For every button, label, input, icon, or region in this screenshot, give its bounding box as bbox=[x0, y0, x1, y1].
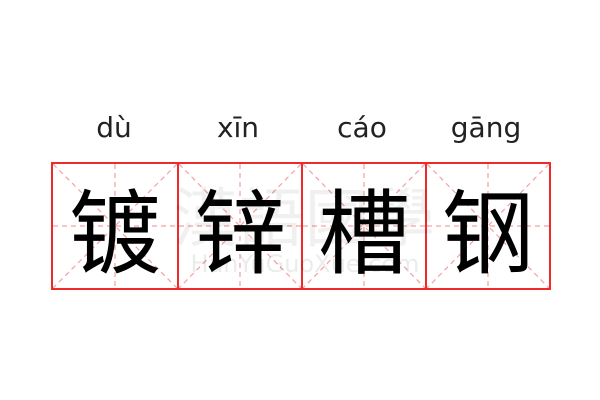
watermark-chinese: 漢語國學 bbox=[173, 183, 437, 257]
character-cell: 槽 bbox=[301, 164, 425, 288]
guide-line bbox=[179, 164, 301, 288]
pinyin-3: cáo bbox=[337, 111, 387, 144]
character-1: 镀 bbox=[68, 180, 161, 288]
guide-line bbox=[427, 164, 549, 288]
guide-line bbox=[427, 164, 549, 288]
guide-line bbox=[179, 164, 301, 288]
pinyin-4: gāng bbox=[450, 111, 522, 144]
character-cell: 镀 bbox=[53, 164, 177, 288]
pinyin-2: xīn bbox=[216, 111, 260, 144]
guide-lines bbox=[427, 164, 549, 288]
character-3: 槽 bbox=[317, 180, 410, 288]
guide-lines bbox=[303, 164, 425, 288]
character-grid: 镀 锌 槽 钢 bbox=[51, 162, 551, 290]
guide-lines bbox=[179, 164, 301, 288]
watermark-latin: HanYuGuoXue.com bbox=[190, 250, 420, 278]
guide-line bbox=[303, 164, 425, 288]
guide-lines bbox=[53, 164, 177, 288]
character-2: 锌 bbox=[193, 180, 286, 288]
guide-line bbox=[53, 164, 177, 288]
pinyin-1: dù bbox=[96, 111, 132, 144]
character-cell: 锌 bbox=[177, 164, 301, 288]
character-4: 钢 bbox=[441, 180, 534, 288]
character-cell: 钢 bbox=[425, 164, 549, 288]
guide-line bbox=[303, 164, 425, 288]
guide-line bbox=[53, 164, 177, 288]
pinyin-row: dù xīn cáo gāng bbox=[52, 108, 548, 148]
